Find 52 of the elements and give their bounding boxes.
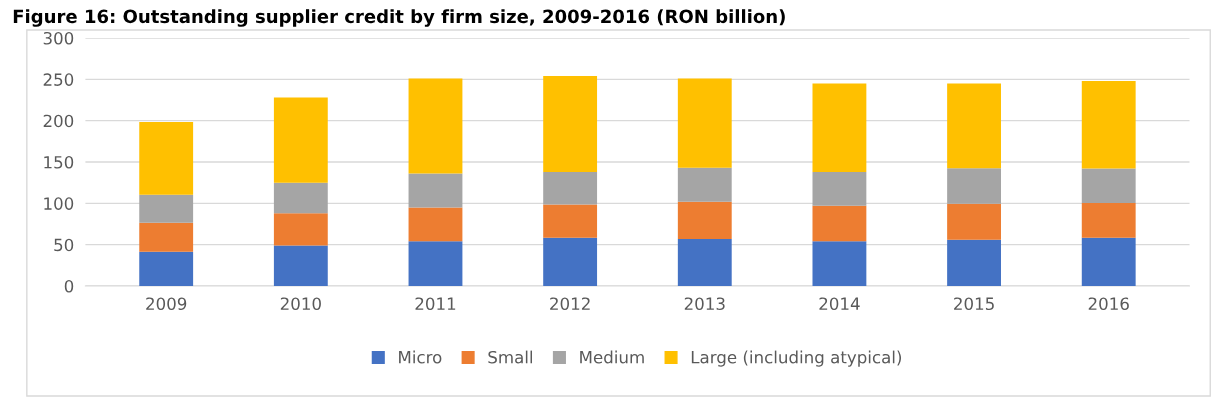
x-tick-label: 2009 <box>146 297 187 311</box>
bar <box>408 241 463 286</box>
bar <box>273 182 328 214</box>
y-tick-label: 0 <box>64 279 74 293</box>
bar <box>408 207 463 242</box>
bar <box>812 241 867 286</box>
bar <box>812 83 867 172</box>
bar <box>947 203 1001 240</box>
y-tick-label: 150 <box>44 155 74 169</box>
bar <box>1081 168 1136 203</box>
x-tick-label: 2011 <box>415 297 456 311</box>
y-tick-label: 200 <box>43 114 74 128</box>
x-tick-label: 2013 <box>684 297 725 311</box>
bar <box>812 171 867 206</box>
x-tick-label: 2015 <box>954 297 994 311</box>
bar <box>947 83 1001 169</box>
bar <box>1081 80 1136 169</box>
x-tick-label: 2012 <box>550 297 590 311</box>
bar <box>139 121 194 195</box>
bar <box>139 251 194 286</box>
chart-title: Figure 16: Outstanding supplier credit by firm size, 2009-2016 (RON billion) <box>13 9 785 27</box>
y-tick-label: 50 <box>54 238 74 252</box>
bar <box>408 78 463 174</box>
x-tick-label: 2016 <box>1088 297 1129 311</box>
bar <box>273 97 328 183</box>
bar <box>677 167 732 202</box>
bar <box>543 171 598 205</box>
x-tick-label: 2010 <box>280 297 321 311</box>
bar <box>139 222 194 252</box>
x-tick-label: 2014 <box>819 297 860 311</box>
legend-label: Large (including atypical) <box>691 350 902 367</box>
bar <box>273 213 328 246</box>
bar <box>677 238 732 286</box>
bar <box>408 173 463 208</box>
bar <box>273 245 328 286</box>
bar <box>1081 237 1136 286</box>
bar <box>947 168 1001 204</box>
bar <box>543 204 598 238</box>
bar <box>677 78 732 168</box>
legend-label: Micro <box>399 350 442 364</box>
legend-label: Medium <box>580 350 644 364</box>
bar <box>677 201 732 239</box>
bar <box>543 76 598 172</box>
bar <box>139 194 194 223</box>
bar <box>1081 202 1136 238</box>
bar <box>543 237 598 286</box>
bar <box>947 239 1001 286</box>
y-tick-label: 300 <box>43 31 74 45</box>
y-tick-label: 250 <box>43 73 74 86</box>
y-tick-label: 100 <box>44 197 74 210</box>
bar <box>812 205 867 242</box>
legend-label: Small <box>488 350 533 364</box>
